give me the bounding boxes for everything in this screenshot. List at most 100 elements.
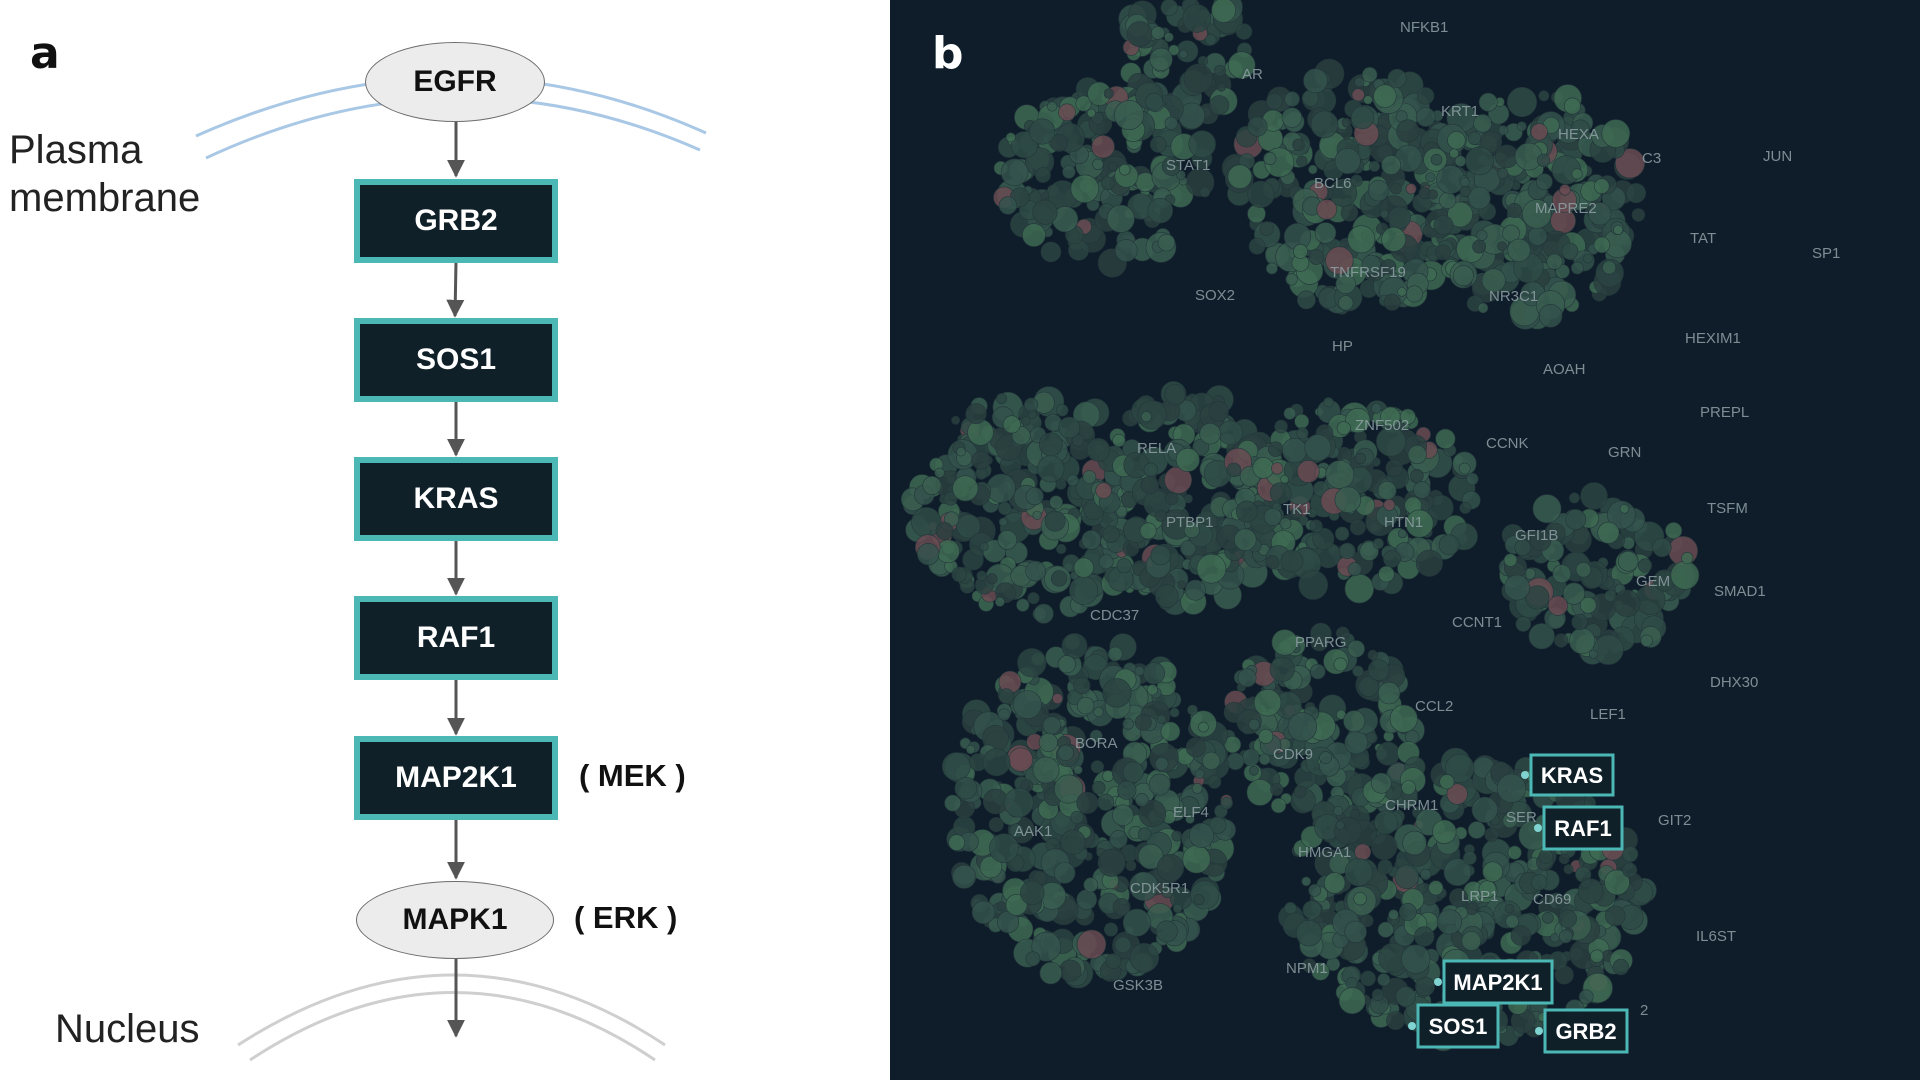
cluster-bubble bbox=[1571, 613, 1588, 631]
cluster-bubble bbox=[1339, 542, 1356, 560]
cluster-bubble bbox=[1187, 704, 1198, 716]
cluster-bubble bbox=[1394, 864, 1419, 889]
cluster-bubble bbox=[1032, 756, 1060, 784]
gene-label: ZNF502 bbox=[1355, 417, 1409, 434]
cluster-bubble bbox=[1042, 716, 1061, 735]
cluster-bubble bbox=[1263, 507, 1282, 526]
cluster-bubble bbox=[1022, 223, 1046, 247]
cluster-bubble bbox=[1058, 416, 1080, 439]
node-mapk1: MAPK1 bbox=[356, 881, 554, 959]
cluster-bubble bbox=[1625, 183, 1646, 204]
cluster-bubble bbox=[1430, 153, 1443, 166]
cluster-bubble bbox=[1180, 540, 1197, 557]
cluster-bubble bbox=[1569, 492, 1580, 504]
cluster-bubble bbox=[1367, 179, 1390, 202]
cluster-bubble bbox=[1284, 901, 1297, 915]
arrow-grb2-sos1 bbox=[446, 261, 465, 318]
cluster-bubble bbox=[1310, 663, 1326, 680]
cluster-bubble bbox=[1076, 929, 1107, 959]
cluster-bubble bbox=[1259, 221, 1274, 236]
cluster-bubble bbox=[1108, 161, 1118, 172]
cluster-bubble bbox=[1353, 891, 1367, 906]
cluster-bubble bbox=[1157, 714, 1167, 724]
cluster-bubble bbox=[1405, 509, 1434, 538]
cluster-bubble bbox=[965, 403, 987, 425]
cluster-bubble bbox=[1325, 246, 1354, 275]
cluster-bubble bbox=[996, 393, 1008, 405]
gene-label: CDC37 bbox=[1090, 607, 1139, 624]
cluster-bubble bbox=[1588, 202, 1612, 226]
cluster-bubble bbox=[1507, 845, 1522, 860]
cluster-bubble bbox=[1097, 793, 1115, 811]
cluster-bubble bbox=[1296, 290, 1316, 310]
cluster-bubble bbox=[1114, 100, 1145, 131]
cluster-bubble bbox=[1438, 534, 1460, 556]
cluster-bubble bbox=[1270, 782, 1284, 796]
cluster-bubble bbox=[1497, 241, 1507, 252]
cluster-bubble bbox=[1602, 260, 1617, 275]
cluster-bubble bbox=[1050, 133, 1069, 152]
cluster-bubble bbox=[1558, 853, 1570, 865]
cluster-bubble bbox=[1301, 876, 1312, 887]
cluster-bubble bbox=[1196, 553, 1227, 584]
cluster-bubble bbox=[1308, 884, 1322, 897]
cluster-bubble bbox=[1012, 690, 1042, 720]
gene-label: KRT1 bbox=[1441, 103, 1479, 120]
cluster-bubble bbox=[1031, 931, 1062, 962]
cluster-bubble bbox=[998, 688, 1015, 704]
cluster-bubble bbox=[1433, 215, 1454, 236]
cluster-bubble bbox=[1398, 529, 1407, 538]
cluster-bubble bbox=[1035, 167, 1051, 183]
cluster-bubble bbox=[1151, 26, 1165, 40]
cluster-bubble bbox=[1027, 592, 1040, 605]
cluster-bubble bbox=[982, 748, 1011, 777]
cluster-bubble bbox=[1266, 93, 1283, 110]
panel-b-letter: b bbox=[932, 28, 964, 79]
cluster-bubble bbox=[1333, 805, 1344, 816]
cluster-bubble bbox=[1304, 434, 1332, 462]
cluster-bubble bbox=[1069, 575, 1099, 605]
cluster-bubble bbox=[1354, 77, 1365, 88]
gene-label: NFKB1 bbox=[1400, 19, 1448, 36]
cluster-bubble bbox=[1593, 634, 1624, 665]
cluster-bubble bbox=[1038, 432, 1063, 457]
gene-label: SOX2 bbox=[1195, 287, 1235, 304]
cluster-bubble bbox=[1298, 570, 1329, 600]
cluster-bubble bbox=[1372, 538, 1384, 550]
cluster-bubble bbox=[1129, 871, 1159, 901]
cluster-bubble bbox=[1033, 603, 1054, 624]
cluster-bubble bbox=[1102, 525, 1120, 543]
cluster-bubble bbox=[1302, 958, 1317, 973]
cluster-bubble bbox=[1361, 254, 1381, 275]
cluster-bubble bbox=[1459, 177, 1470, 188]
gene-label: DHX30 bbox=[1710, 674, 1758, 691]
cluster-bubble bbox=[1347, 225, 1376, 254]
cluster-bubble bbox=[1425, 172, 1436, 183]
cluster-bubble bbox=[944, 794, 962, 812]
cluster-bubble bbox=[1235, 500, 1258, 523]
cluster-bubble bbox=[1652, 537, 1672, 558]
cluster-bubble bbox=[1296, 155, 1308, 167]
cluster-bubble bbox=[1497, 167, 1509, 179]
cluster-bubble bbox=[998, 501, 1012, 516]
cluster-bubble bbox=[1137, 827, 1152, 842]
cluster-bubble bbox=[1258, 753, 1271, 766]
cluster-bubble bbox=[997, 530, 1018, 550]
cluster-bubble bbox=[1209, 95, 1230, 116]
cluster-bubble bbox=[1510, 925, 1532, 946]
cluster-bubble bbox=[1376, 426, 1406, 457]
cluster-bubble bbox=[1271, 462, 1284, 475]
gene-label: NR3C1 bbox=[1489, 288, 1538, 305]
cluster-bubble bbox=[1114, 238, 1138, 262]
cluster-bubble bbox=[1134, 713, 1152, 731]
cluster-bubble bbox=[1380, 259, 1397, 275]
cluster-bubble bbox=[1335, 820, 1345, 830]
cluster-bubble bbox=[989, 833, 1019, 864]
gene-label: AAK1 bbox=[1014, 823, 1052, 840]
gene-label: SP1 bbox=[1812, 245, 1840, 262]
cluster-bubble bbox=[1407, 444, 1427, 464]
cluster-bubble bbox=[1371, 833, 1398, 860]
cluster-bubble bbox=[1593, 178, 1610, 194]
highlight-map2k1: MAP2K1 bbox=[1434, 959, 1554, 1005]
cluster-bubble bbox=[1398, 903, 1417, 921]
